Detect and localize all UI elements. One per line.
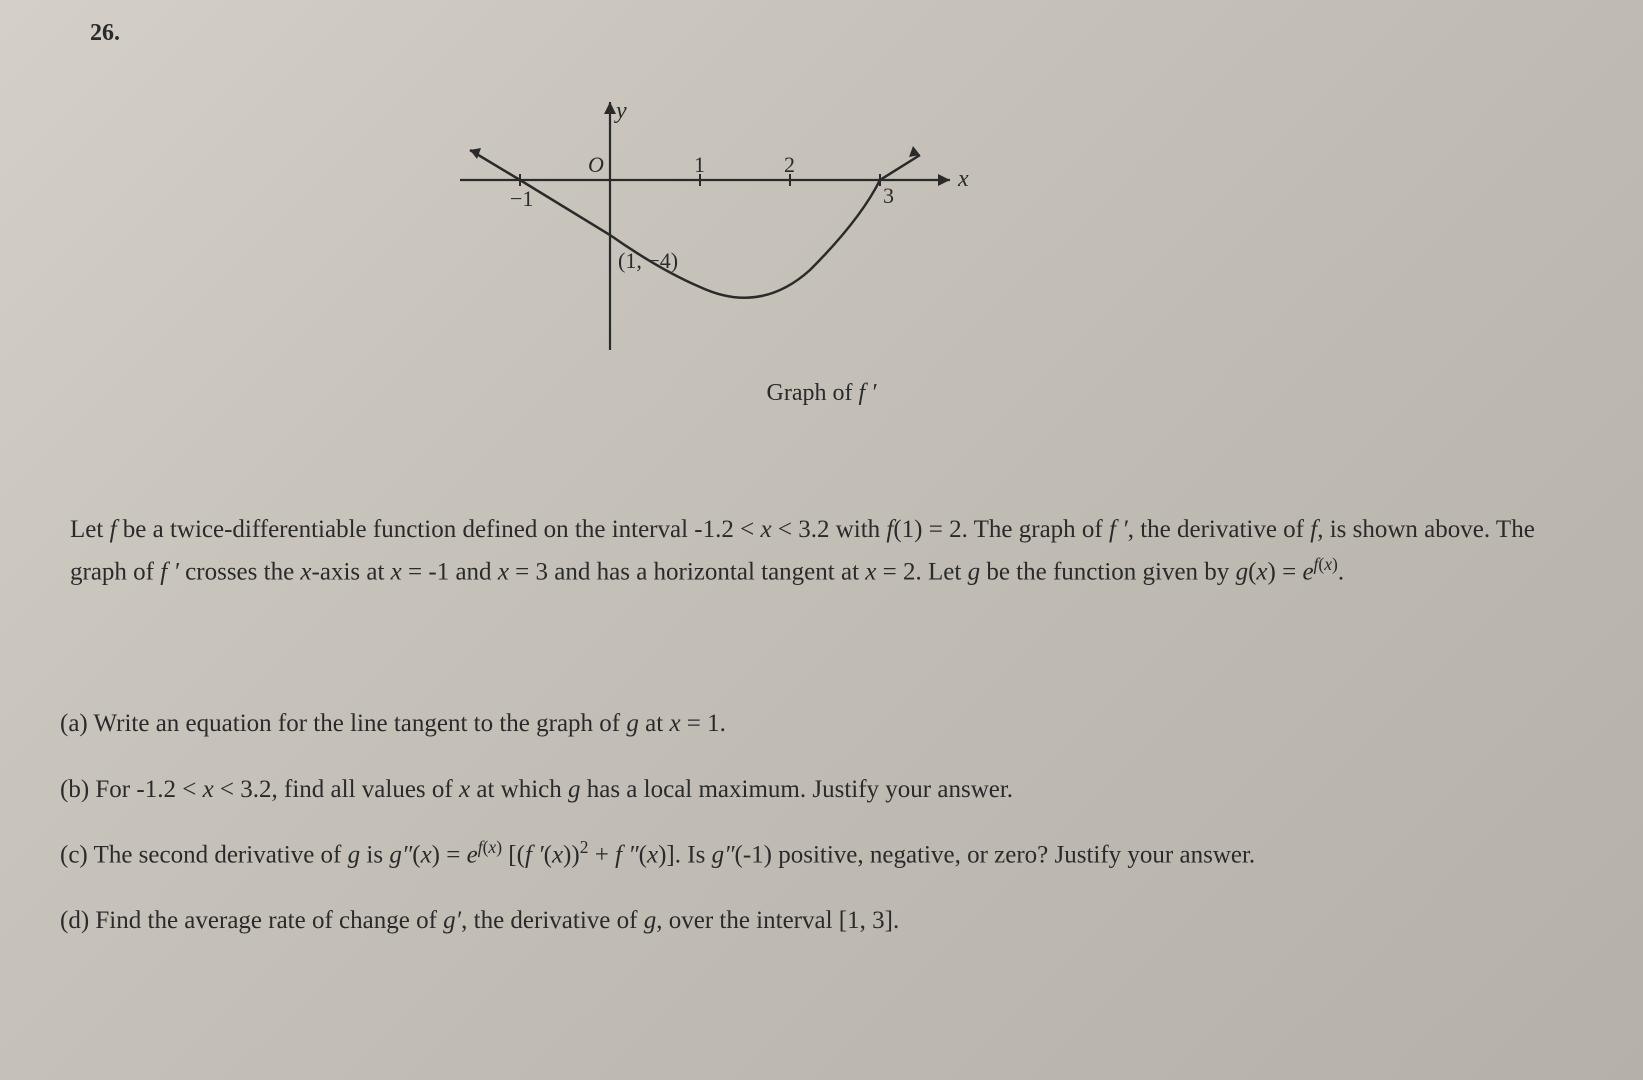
t: e (467, 841, 478, 868)
t: (-1) positive, negative, or zero? Justif… (735, 841, 1256, 868)
t: f ′ (160, 558, 179, 585)
y-axis-label: y (614, 98, 627, 124)
t: f (110, 516, 117, 543)
part-d: (d) Find the average rate of change of g… (60, 897, 1603, 945)
t: Let (70, 516, 110, 543)
t: x (552, 841, 563, 868)
t: Find the average rate of change of (95, 907, 443, 934)
t: = -1 and (402, 558, 498, 585)
t: x (421, 841, 432, 868)
intro-paragraph: Let f be a twice-differentiable function… (70, 510, 1583, 592)
part-label: (b) (60, 776, 95, 803)
part-b: (b) For -1.2 < x < 3.2, find all values … (60, 766, 1603, 814)
graph-area: −1 1 2 3 O y x (1, −4) (440, 90, 980, 370)
t: f ″ (615, 841, 639, 868)
part-c: (c) The second derivative of g is g″(x) … (60, 831, 1603, 879)
t: x (1256, 558, 1267, 585)
t: x (391, 558, 402, 585)
t: f ′ (525, 841, 544, 868)
origin-label: O (588, 152, 604, 177)
t: be a twice-differentiable function defin… (117, 516, 761, 543)
tick-label-1: 1 (694, 152, 705, 177)
t: g (626, 710, 639, 737)
t: g″ (712, 841, 735, 868)
y-axis-arrow (604, 102, 616, 114)
parts: (a) Write an equation for the line tange… (60, 700, 1603, 962)
caption-prefix: Graph of (767, 380, 859, 406)
graph-svg: −1 1 2 3 O y x (1, −4) (440, 90, 980, 370)
t: x (760, 516, 771, 543)
tick-label-3: 3 (883, 183, 894, 208)
x-axis-label: x (957, 166, 969, 192)
t: ( (544, 841, 552, 868)
t: + (588, 841, 615, 868)
t: ( (639, 841, 647, 868)
t: ) = (432, 841, 467, 868)
t: . (1338, 558, 1344, 585)
part-label: (d) (60, 907, 95, 934)
t: be the function given by (980, 558, 1236, 585)
t: x (1324, 554, 1332, 574)
t: -axis at (312, 558, 391, 585)
t: g (968, 558, 981, 585)
t: x (203, 776, 214, 803)
t: , over the interval [1, 3]. (656, 907, 899, 934)
part-a: (a) Write an equation for the line tange… (60, 700, 1603, 748)
t: )]. Is (658, 841, 711, 868)
t: For -1.2 < (95, 776, 202, 803)
page-root: 26. −1 1 2 3 O y x (0, 0, 1643, 1080)
t: x (669, 710, 680, 737)
t: , the derivative of (1128, 516, 1311, 543)
tick-label-2: 2 (784, 152, 795, 177)
t: g (568, 776, 581, 803)
t: = 1. (681, 710, 726, 737)
t: < 3.2 with (772, 516, 887, 543)
t: g′ (443, 907, 461, 934)
t: e (1302, 558, 1313, 585)
graph-caption: Graph of f ′ (0, 380, 1643, 407)
t: g″ (389, 841, 412, 868)
t: g (348, 841, 361, 868)
t: f ′ (1109, 516, 1128, 543)
t: < 3.2, find all values of (214, 776, 459, 803)
t: x (647, 841, 658, 868)
t: ( (412, 841, 420, 868)
problem-number: 26. (90, 20, 120, 47)
t: , the derivative of (461, 907, 644, 934)
t: x (865, 558, 876, 585)
t: = 3 and has a horizontal tangent at (509, 558, 865, 585)
t: x (459, 776, 470, 803)
t: x (498, 558, 509, 585)
t: at (639, 710, 670, 737)
t: at which (470, 776, 568, 803)
tick-label-neg1: −1 (510, 186, 533, 211)
t: The second derivative of (94, 841, 348, 868)
t: x (300, 558, 311, 585)
t: Write an equation for the line tangent t… (94, 710, 627, 737)
t: crosses the (179, 558, 301, 585)
t: )) (563, 841, 580, 868)
t: ) = (1268, 558, 1303, 585)
part-label: (c) (60, 841, 94, 868)
part-label: (a) (60, 710, 94, 737)
x-axis-arrow (938, 174, 950, 186)
t: (1) = 2. The graph of (893, 516, 1109, 543)
t: [( (502, 841, 525, 868)
t: g (644, 907, 657, 934)
t: g (1236, 558, 1249, 585)
point-label: (1, −4) (618, 248, 678, 273)
t: = 2. Let (876, 558, 967, 585)
caption-func: f ′ (859, 380, 877, 406)
t: is (360, 841, 389, 868)
t: has a local maximum. Justify your answer… (580, 776, 1013, 803)
